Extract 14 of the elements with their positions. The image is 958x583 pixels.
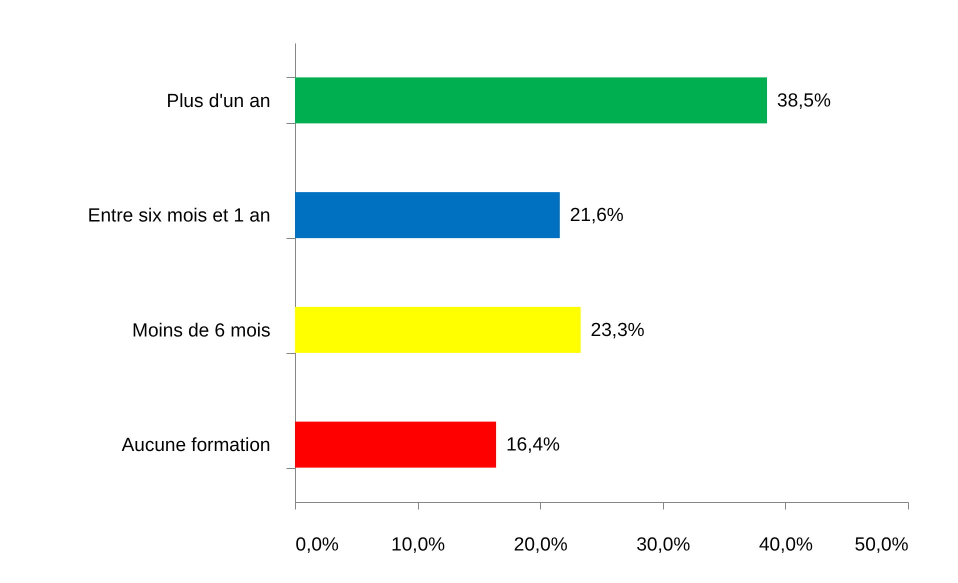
x-tick-label: 10,0% [391, 534, 446, 556]
data-label: 21,6% [570, 205, 624, 226]
x-tick-label: 30,0% [636, 534, 690, 556]
y-tick-label: Aucune formation [122, 435, 270, 456]
y-tick-label: Moins de 6 mois [132, 320, 270, 342]
x-tick-label: 20,0% [514, 534, 568, 556]
y-tick-label: Entre six mois et 1 an [88, 206, 270, 227]
data-label: 23,3% [590, 320, 645, 341]
data-label: 16,4% [506, 434, 560, 456]
x-tick-label: 40,0% [758, 534, 813, 556]
y-tick-label: Plus d'un an [166, 90, 270, 112]
data-label: 38,5% [777, 90, 831, 112]
x-tick-label: 50,0% [854, 534, 909, 556]
x-tick-label: 0,0% [296, 534, 339, 556]
